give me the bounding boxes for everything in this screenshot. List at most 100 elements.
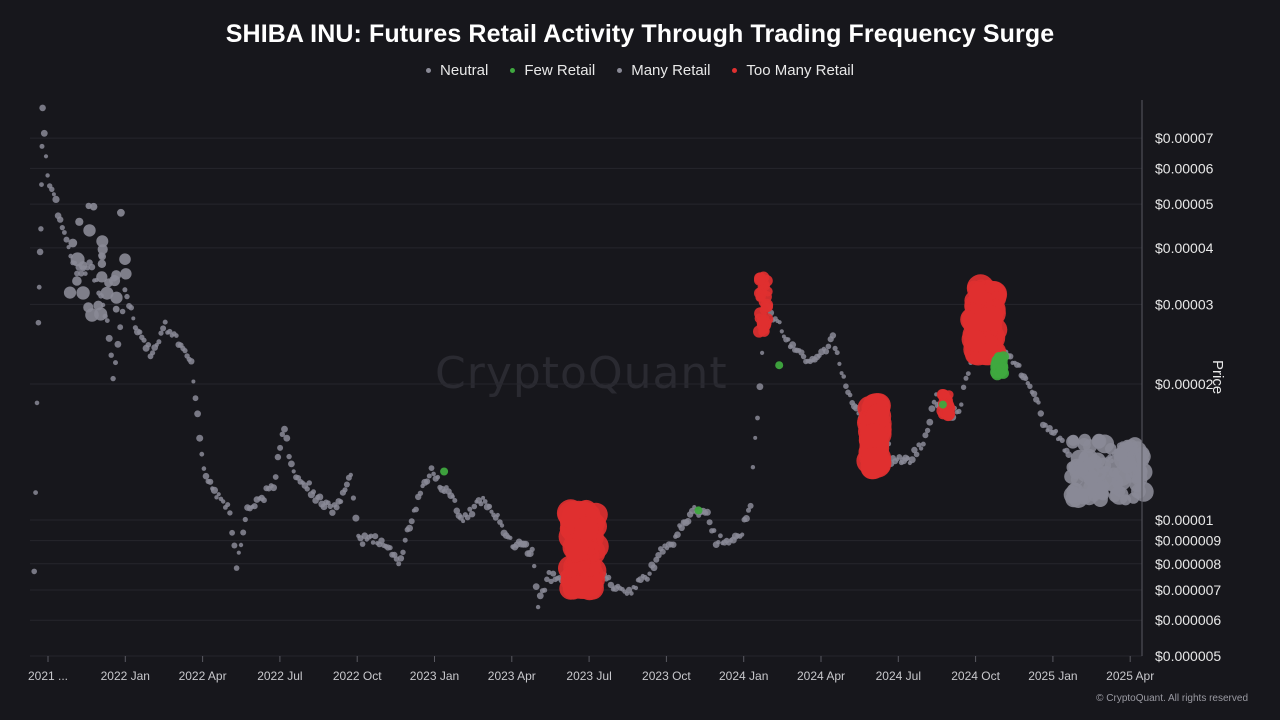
data-point-neutral	[965, 371, 971, 376]
legend-item-neutral[interactable]: Neutral	[426, 62, 488, 79]
data-point-neutral	[236, 550, 241, 555]
data-point-too-many-retail	[973, 307, 997, 332]
data-point-neutral	[329, 509, 336, 516]
data-point-neutral	[426, 473, 432, 479]
y-tick-label: $0.000007	[1155, 582, 1221, 598]
data-point-neutral	[210, 486, 218, 494]
data-point-neutral	[522, 540, 530, 548]
data-point-neutral	[834, 350, 840, 356]
data-point-neutral	[1027, 383, 1033, 389]
data-point-neutral	[674, 531, 681, 538]
data-point-too-many-retail	[760, 298, 774, 312]
data-point-neutral	[225, 502, 231, 508]
data-point-too-many-retail	[978, 343, 996, 360]
data-point-neutral	[435, 474, 441, 480]
data-point-neutral	[1065, 451, 1073, 459]
data-point-neutral	[156, 339, 162, 345]
data-point-neutral	[1023, 375, 1029, 381]
data-point-many-retail	[1108, 480, 1122, 494]
data-point-neutral	[283, 434, 291, 442]
data-point-too-many-retail	[754, 274, 766, 286]
data-point-neutral	[35, 319, 42, 326]
data-point-neutral	[396, 561, 402, 567]
data-point-many-retail	[1080, 488, 1098, 506]
data-point-many-retail	[1136, 454, 1150, 467]
data-point-neutral	[548, 578, 554, 585]
y-tick-label: $0.000005	[1155, 648, 1221, 664]
data-point-neutral	[478, 501, 484, 507]
data-point-neutral	[343, 481, 350, 488]
legend-item-too-many-retail[interactable]: Too Many Retail	[732, 62, 854, 79]
y-tick-label: $0.00001	[1155, 512, 1214, 528]
data-point-neutral	[36, 248, 44, 256]
data-point-too-many-retail	[866, 403, 892, 429]
data-point-neutral	[431, 471, 436, 477]
data-point-many-retail	[109, 275, 121, 287]
data-point-neutral	[348, 472, 353, 478]
data-point-neutral	[272, 474, 279, 480]
y-tick-label: $0.000009	[1155, 533, 1221, 549]
data-point-too-many-retail	[984, 280, 998, 294]
data-point-neutral	[452, 498, 458, 503]
data-point-neutral	[959, 402, 964, 407]
data-point-neutral	[145, 342, 152, 348]
data-point-neutral	[457, 514, 464, 521]
data-point-neutral	[229, 529, 236, 536]
data-point-neutral	[227, 510, 233, 516]
data-point-neutral	[221, 499, 226, 504]
data-point-neutral	[281, 425, 288, 433]
data-point-neutral	[38, 226, 44, 232]
data-point-neutral	[108, 352, 114, 358]
x-tick-label: 2025 Jan	[1028, 669, 1077, 683]
data-point-neutral	[678, 524, 685, 531]
data-point-many-retail	[120, 268, 132, 280]
data-point-neutral	[63, 236, 70, 243]
data-point-neutral	[62, 230, 67, 235]
data-point-neutral	[428, 465, 435, 471]
data-point-neutral	[316, 493, 324, 501]
data-point-neutral	[896, 454, 903, 460]
data-point-neutral	[274, 453, 282, 461]
legend-item-few-retail[interactable]: Few Retail	[510, 62, 595, 79]
data-point-neutral	[508, 535, 513, 541]
data-point-neutral	[963, 375, 969, 381]
data-point-neutral	[544, 576, 550, 583]
data-point-neutral	[43, 154, 49, 159]
x-tick-label: 2023 Apr	[488, 669, 536, 683]
data-point-few-retail	[996, 366, 1003, 374]
data-point-neutral	[74, 270, 80, 277]
legend-label-neutral: Neutral	[440, 62, 489, 79]
data-point-neutral	[908, 456, 916, 464]
data-point-few-retail	[938, 400, 947, 409]
data-point-neutral	[286, 453, 292, 460]
data-point-neutral	[368, 533, 374, 539]
legend-item-many-retail[interactable]: Many Retail	[617, 62, 710, 79]
data-point-too-many-retail	[860, 447, 889, 475]
y-tick-label: $0.00003	[1155, 296, 1214, 312]
data-point-neutral	[718, 533, 723, 539]
x-tick-label: 2022 Jan	[101, 669, 150, 683]
data-point-neutral	[150, 350, 156, 356]
data-point-neutral	[532, 583, 540, 590]
data-point-neutral	[711, 528, 717, 533]
data-point-many-retail	[68, 238, 78, 248]
data-point-neutral	[689, 507, 696, 515]
data-point-many-retail	[1134, 462, 1153, 482]
data-point-neutral	[647, 571, 652, 576]
y-axis-label: Price	[1209, 360, 1226, 395]
x-tick-label: 2025 Apr	[1106, 669, 1154, 683]
data-point-neutral	[529, 546, 535, 553]
copyright-text: © CryptoQuant. All rights reserved	[1096, 693, 1248, 704]
data-point-many-retail	[119, 253, 131, 265]
data-point-neutral	[650, 564, 658, 572]
data-point-neutral	[535, 604, 541, 610]
data-point-neutral	[78, 270, 85, 277]
data-point-neutral	[33, 490, 38, 495]
data-point-neutral	[841, 374, 846, 379]
legend-label-many-retail: Many Retail	[631, 62, 711, 79]
data-point-neutral	[397, 555, 405, 562]
data-point-neutral	[188, 358, 195, 365]
data-point-neutral	[916, 442, 922, 448]
data-point-neutral	[201, 466, 207, 471]
data-point-neutral	[829, 332, 837, 339]
